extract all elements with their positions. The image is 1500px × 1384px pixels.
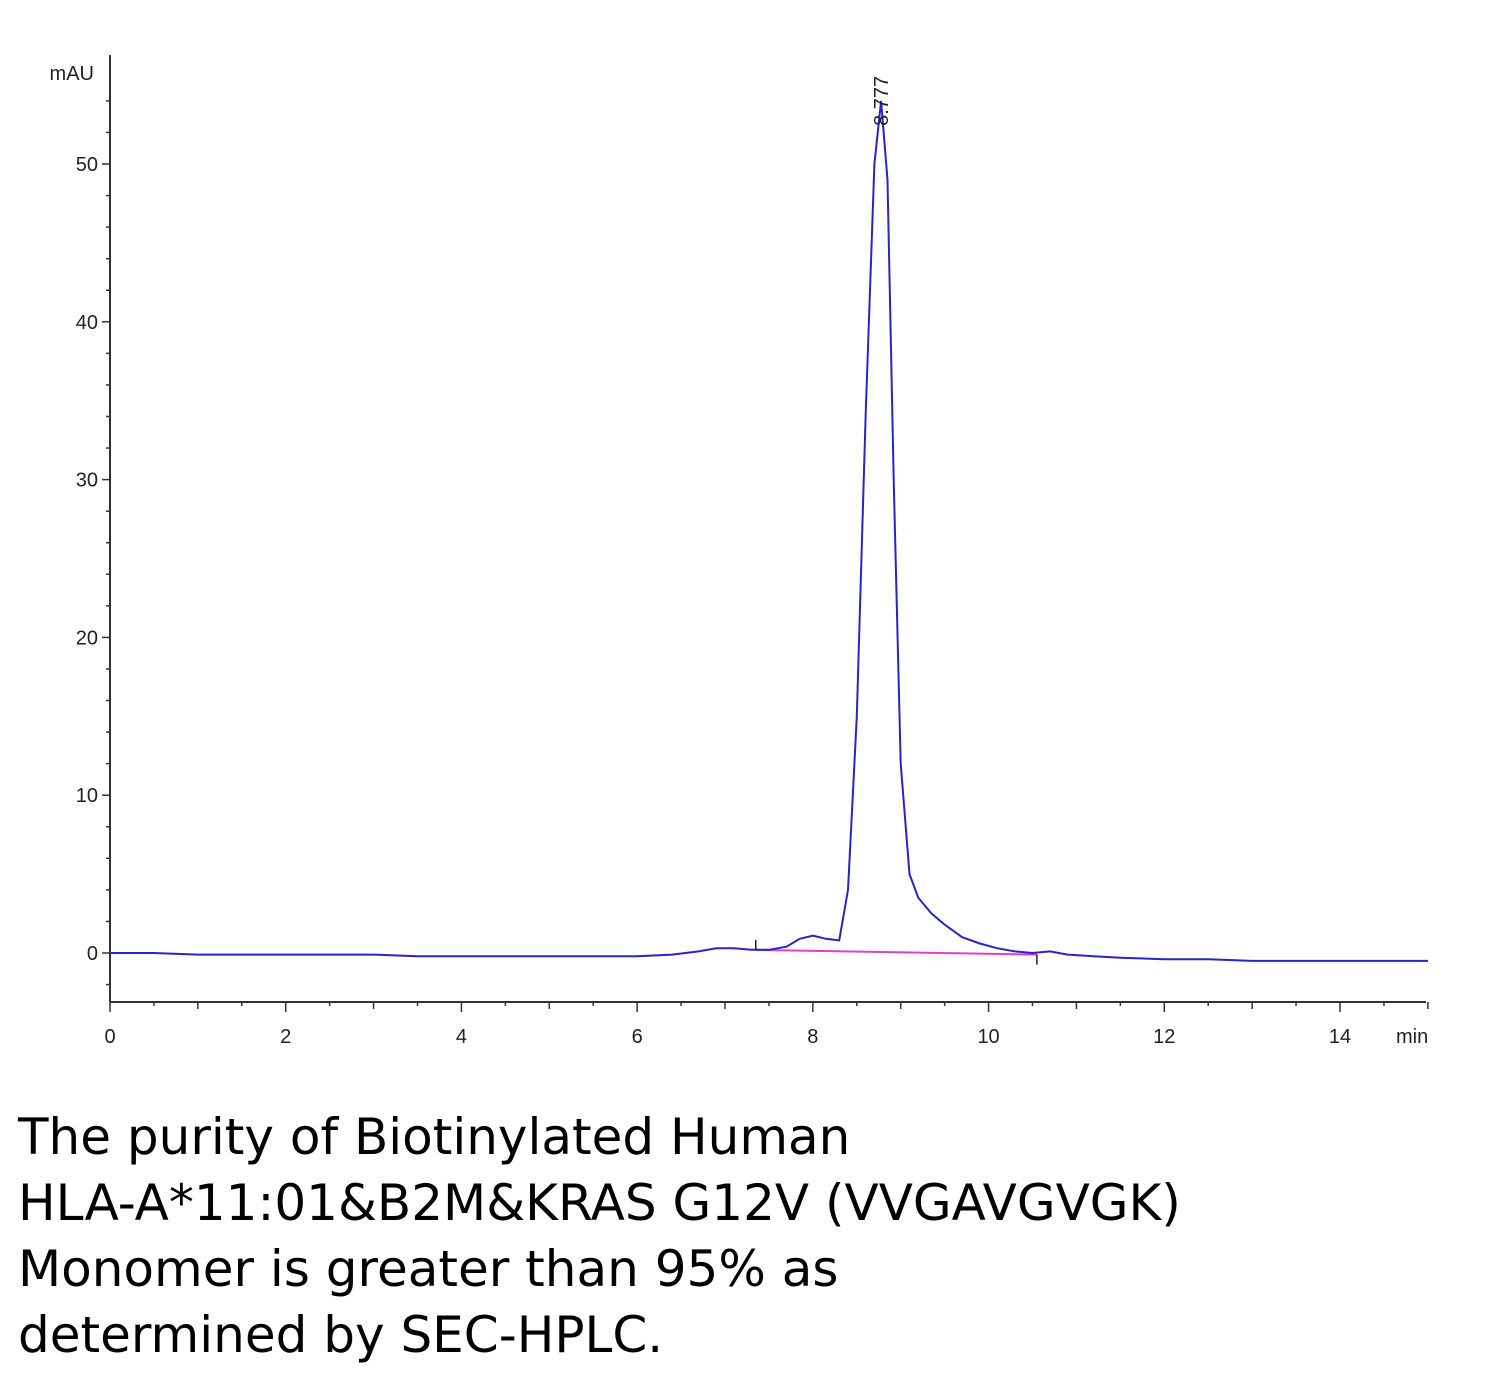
- y-tick-label: 20: [76, 627, 98, 649]
- y-tick-label: 40: [76, 312, 98, 334]
- integration-baseline: [755, 948, 1037, 956]
- caption-line: HLA-A*11:01&B2M&KRAS G12V (VVGAVGVGK): [18, 1174, 1181, 1232]
- x-tick-label: 8: [807, 1026, 818, 1048]
- chromatogram-trace: [110, 100, 1428, 962]
- x-tick-label: 6: [632, 1026, 643, 1048]
- x-tick-label: 12: [1153, 1026, 1175, 1048]
- x-tick-label: 14: [1329, 1026, 1351, 1048]
- x-axis-ticks: 0 2 4 6 8 10 12 14: [104, 1002, 1429, 1048]
- y-tick-label: 0: [87, 943, 98, 965]
- y-axis-label: mAU: [50, 63, 94, 85]
- caption-line: The purity of Biotinylated Human: [18, 1108, 851, 1166]
- figure-caption: The purity of Biotinylated Human HLA-A*1…: [18, 1104, 1478, 1368]
- x-tick-label: 4: [456, 1026, 467, 1048]
- caption-line: Monomer is greater than 95% as: [18, 1240, 839, 1298]
- x-axis-label: min: [1396, 1026, 1428, 1048]
- y-tick-label: 30: [76, 470, 98, 492]
- chromatogram-chart: 0 10 20 30 40 50 0 2 4 6 8 10 12 14 mAU min 8.777: [50, 55, 1429, 1048]
- y-axis-ticks: 0 10 20 30 40 50: [76, 100, 110, 986]
- caption-line: determined by SEC-HPLC.: [18, 1306, 664, 1364]
- x-tick-label: 10: [977, 1026, 999, 1048]
- y-tick-label: 10: [76, 785, 98, 807]
- x-tick-label: 2: [280, 1026, 291, 1048]
- x-tick-label: 0: [104, 1026, 115, 1048]
- peak-retention-time-label: 8.777: [871, 76, 893, 126]
- y-tick-label: 50: [76, 154, 98, 176]
